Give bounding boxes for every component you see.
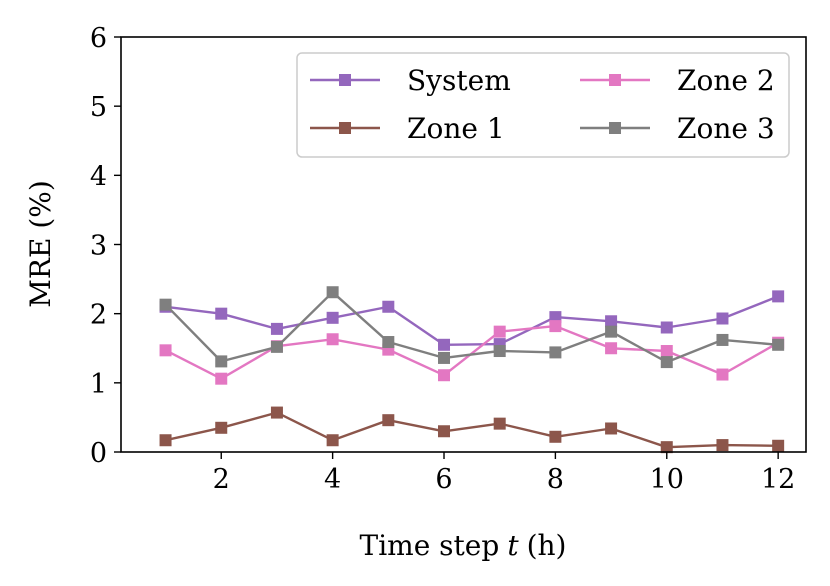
point-zone-2-4	[326, 333, 339, 346]
series-line-zone-1	[165, 411, 779, 449]
point-system-2	[215, 307, 228, 320]
point-zone-2-10	[660, 345, 673, 358]
x-axis-label: Time step t (h)	[360, 529, 567, 562]
point-zone-3-6	[438, 351, 451, 364]
point-zone-3-2	[215, 355, 228, 368]
legend-label-zone-3: Zone 3	[677, 112, 775, 145]
legend: System Zone 1 Zone 2 Zone 3	[296, 52, 790, 158]
point-zone-2-11	[716, 368, 729, 381]
x-tick-label-6: 6	[435, 464, 452, 495]
point-zone-3-9	[605, 325, 618, 338]
point-system-6	[438, 338, 451, 351]
point-zone-3-12	[772, 338, 785, 351]
point-zone-1-9	[605, 422, 618, 435]
point-zone-1-6	[438, 425, 451, 438]
point-zone-2-1	[159, 344, 172, 357]
point-zone-1-5	[382, 414, 395, 427]
point-system-11	[716, 312, 729, 325]
x-tick-label-10: 10	[650, 464, 684, 495]
point-zone-2-6	[438, 369, 451, 382]
point-system-10	[660, 321, 673, 334]
point-zone-1-8	[549, 430, 562, 443]
point-system-5	[382, 300, 395, 313]
point-zone-1-11	[716, 439, 729, 452]
point-zone-3-5	[382, 336, 395, 349]
point-zone-3-11	[716, 333, 729, 346]
point-zone-1-12	[772, 439, 785, 452]
point-system-4	[326, 311, 339, 324]
point-zone-1-4	[326, 434, 339, 447]
x-tick-label-4: 4	[324, 464, 341, 495]
point-zone-1-2	[215, 421, 228, 434]
point-zone-2-9	[605, 342, 618, 355]
point-zone-1-7	[493, 417, 506, 430]
legend-label-system: System	[407, 64, 511, 97]
y-tick-label-4: 4	[90, 161, 107, 192]
legend-label-zone-2: Zone 2	[677, 64, 775, 97]
point-zone-1-3	[270, 406, 283, 419]
legend-frame	[296, 52, 790, 158]
point-zone-3-10	[660, 356, 673, 369]
x-axis-label-variable: t	[507, 529, 519, 562]
point-zone-3-8	[549, 346, 562, 359]
plot-layer	[159, 286, 785, 454]
point-zone-2-8	[549, 320, 562, 333]
legend-label-zone-1: Zone 1	[407, 112, 505, 145]
point-system-3	[270, 322, 283, 335]
legend-marker-zone-2	[609, 74, 621, 86]
y-tick-label-1: 1	[90, 369, 107, 400]
series-line-system	[165, 295, 779, 346]
y-tick-label-2: 2	[90, 300, 107, 331]
point-zone-3-3	[270, 340, 283, 353]
legend-marker-zone-1	[339, 122, 351, 134]
x-tick-label-8: 8	[547, 464, 564, 495]
point-system-9	[605, 315, 618, 328]
point-zone-3-1	[159, 298, 172, 311]
point-zone-2-7	[493, 325, 506, 338]
y-tick-label-0: 0	[90, 438, 107, 469]
point-zone-2-2	[215, 372, 228, 385]
series-line-zone-3	[164, 291, 779, 364]
legend-marker-zone-3	[609, 122, 621, 134]
y-tick-label-5: 5	[90, 92, 107, 123]
x-axis-label-text: Time step	[360, 529, 500, 562]
y-axis-label: MRE (%)	[24, 180, 57, 308]
point-zone-3-4	[326, 286, 339, 299]
x-tick-label-2: 2	[213, 464, 230, 495]
y-tick-label-6: 6	[90, 23, 107, 54]
point-zone-1-10	[660, 441, 673, 454]
legend-marker-system	[339, 74, 351, 86]
x-tick-label-12: 12	[761, 464, 795, 495]
y-tick-label-3: 3	[90, 231, 107, 262]
x-axis-label-unit: (h)	[527, 529, 567, 562]
point-zone-3-7	[493, 345, 506, 358]
point-system-12	[772, 290, 785, 303]
point-zone-1-1	[159, 434, 172, 447]
